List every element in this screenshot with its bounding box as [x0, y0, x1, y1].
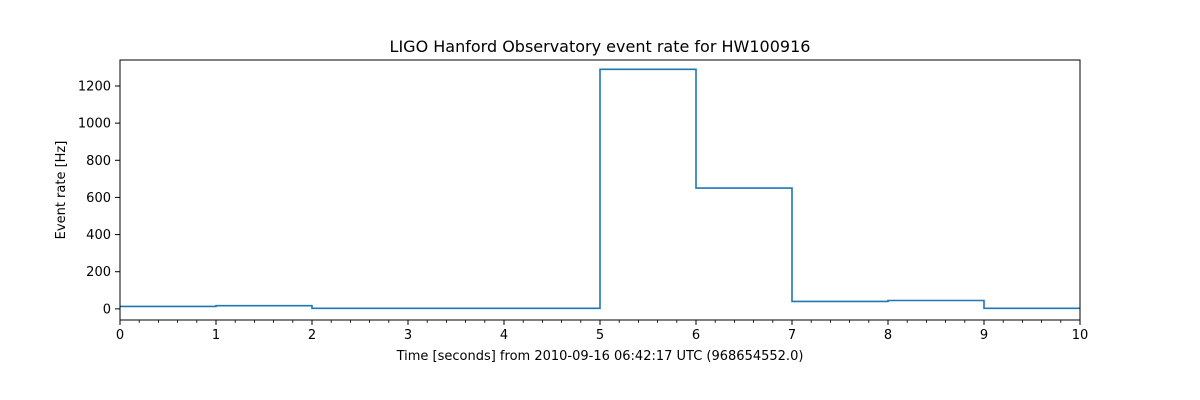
- y-tick-label: 800: [86, 154, 111, 169]
- x-axis-label: Time [seconds] from 2010-09-16 06:42:17 …: [396, 349, 804, 364]
- x-tick-label: 9: [980, 328, 988, 343]
- x-tick-label: 4: [500, 328, 508, 343]
- x-tick-label: 7: [788, 328, 796, 343]
- x-tick-label: 8: [884, 328, 892, 343]
- plot-area: [120, 68, 1080, 310]
- event-rate-step-line: [120, 68, 1080, 310]
- x-tick-label: 0: [116, 328, 124, 343]
- chart-title: LIGO Hanford Observatory event rate for …: [390, 37, 811, 56]
- x-tick-label: 2: [308, 328, 316, 343]
- y-tick-label: 200: [86, 265, 111, 280]
- y-axis: 0 200 400 600 800 1000 1200: [78, 80, 120, 317]
- x-tick-label: 3: [404, 328, 412, 343]
- y-tick-label: 1200: [78, 80, 111, 95]
- y-axis-label: Event rate [Hz]: [54, 141, 69, 240]
- x-axis: 0 1 2 3 4 5 6 7 8 9 10: [116, 320, 1088, 343]
- y-tick-label: 600: [86, 191, 111, 206]
- x-tick-label: 1: [212, 328, 220, 343]
- x-tick-label: 5: [596, 328, 604, 343]
- y-tick-label: 400: [86, 228, 111, 243]
- y-tick-label: 0: [103, 302, 111, 317]
- x-tick-label: 10: [1072, 328, 1089, 343]
- y-tick-label: 1000: [78, 117, 111, 132]
- x-tick-label: 6: [692, 328, 700, 343]
